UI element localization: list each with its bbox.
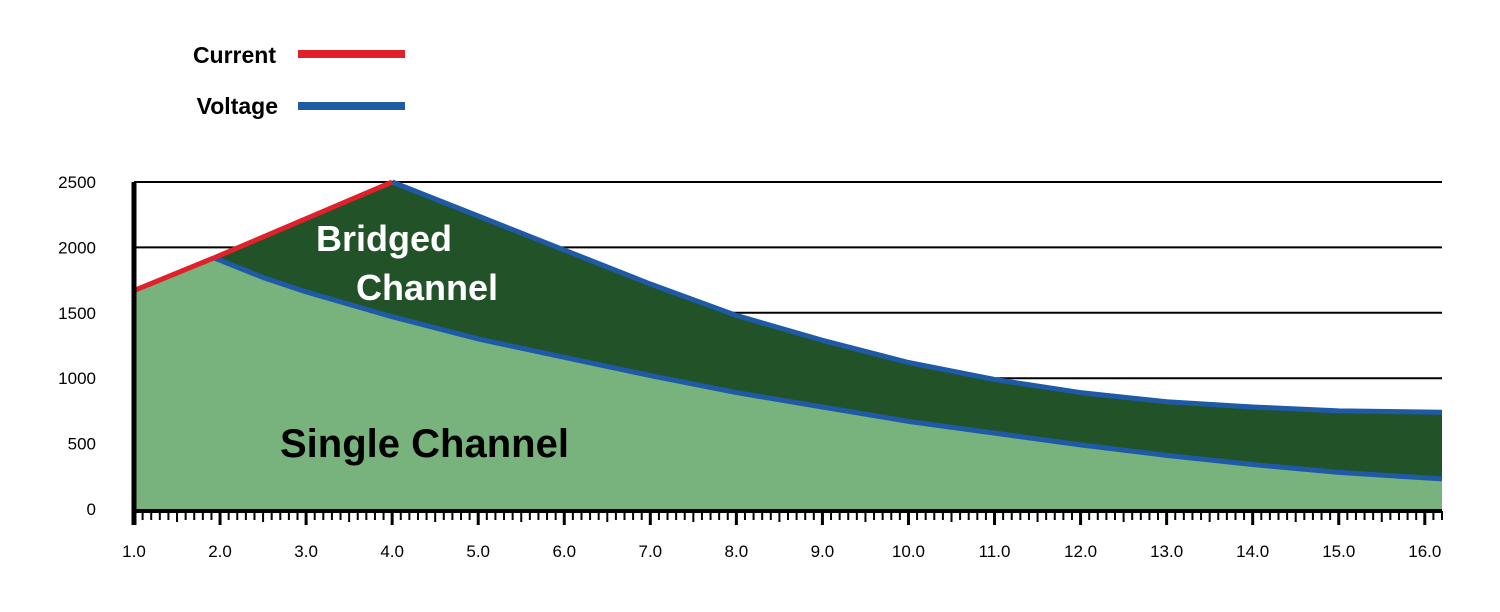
- line-single-voltage: [213, 255, 1443, 482]
- x-tick-2.0: 2.0: [208, 542, 232, 561]
- legend-current-label: Current: [193, 42, 276, 68]
- area-single-channel: [134, 257, 1442, 509]
- axes: [131, 182, 1443, 525]
- x-tick-9.0: 9.0: [811, 542, 835, 561]
- x-tick-4.0: 4.0: [380, 542, 404, 561]
- x-tick-14.0: 14.0: [1236, 542, 1269, 561]
- annotation-channel: Channel: [356, 267, 498, 308]
- line-bridged-current: [213, 179, 394, 261]
- chart-lines: [133, 179, 1443, 482]
- y-tick-1000: 1000: [58, 369, 96, 388]
- line-bridged-voltage: [391, 179, 1443, 415]
- y-tick-500: 500: [68, 435, 96, 454]
- x-tick-7.0: 7.0: [638, 542, 662, 561]
- x-tick-11.0: 11.0: [979, 542, 1011, 561]
- y-tick-labels: 0 500 1000 1500 2000 2500: [58, 173, 96, 519]
- y-tick-2500: 2500: [58, 173, 96, 192]
- line-single-current: [133, 255, 215, 293]
- legend: Current Voltage: [193, 42, 405, 119]
- x-tick-15.0: 15.0: [1322, 542, 1355, 561]
- x-tick-16.0: 16.0: [1408, 542, 1441, 561]
- x-tick-3.0: 3.0: [294, 542, 318, 561]
- y-tick-2000: 2000: [58, 238, 96, 257]
- x-tick-6.0: 6.0: [552, 542, 576, 561]
- y-tick-1500: 1500: [58, 304, 96, 323]
- x-tick-13.0: 13.0: [1150, 542, 1183, 561]
- annotation-bridged: Bridged: [316, 218, 452, 259]
- x-tick-8.0: 8.0: [725, 542, 749, 561]
- y-tick-0: 0: [87, 500, 96, 519]
- x-tick-12.0: 12.0: [1064, 542, 1097, 561]
- region-labels: Bridged Channel Single Channel: [280, 218, 569, 466]
- x-tick-5.0: 5.0: [466, 542, 490, 561]
- x-tick-labels: 1.0 2.0 3.0 4.0 5.0 6.0 7.0 8.0 9.0 10.0 11.0 12.0 1…: [122, 542, 1441, 561]
- annotation-single-channel: Single Channel: [280, 422, 569, 466]
- x-tick-10.0: 10.0: [892, 542, 925, 561]
- x-tick-1.0: 1.0: [122, 542, 146, 561]
- chart-areas: [134, 182, 1443, 509]
- legend-voltage-label: Voltage: [197, 93, 278, 119]
- area-bridged-channel: [214, 182, 1443, 479]
